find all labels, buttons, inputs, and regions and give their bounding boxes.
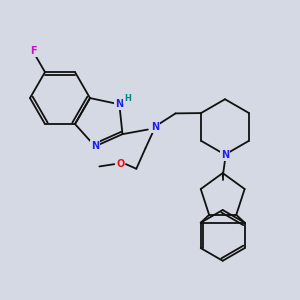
Text: O: O bbox=[116, 159, 124, 169]
Text: N: N bbox=[91, 141, 99, 152]
Text: F: F bbox=[30, 46, 37, 56]
Text: N: N bbox=[151, 122, 159, 132]
Text: N: N bbox=[221, 150, 229, 160]
Text: N: N bbox=[115, 99, 123, 109]
Text: H: H bbox=[124, 94, 131, 103]
